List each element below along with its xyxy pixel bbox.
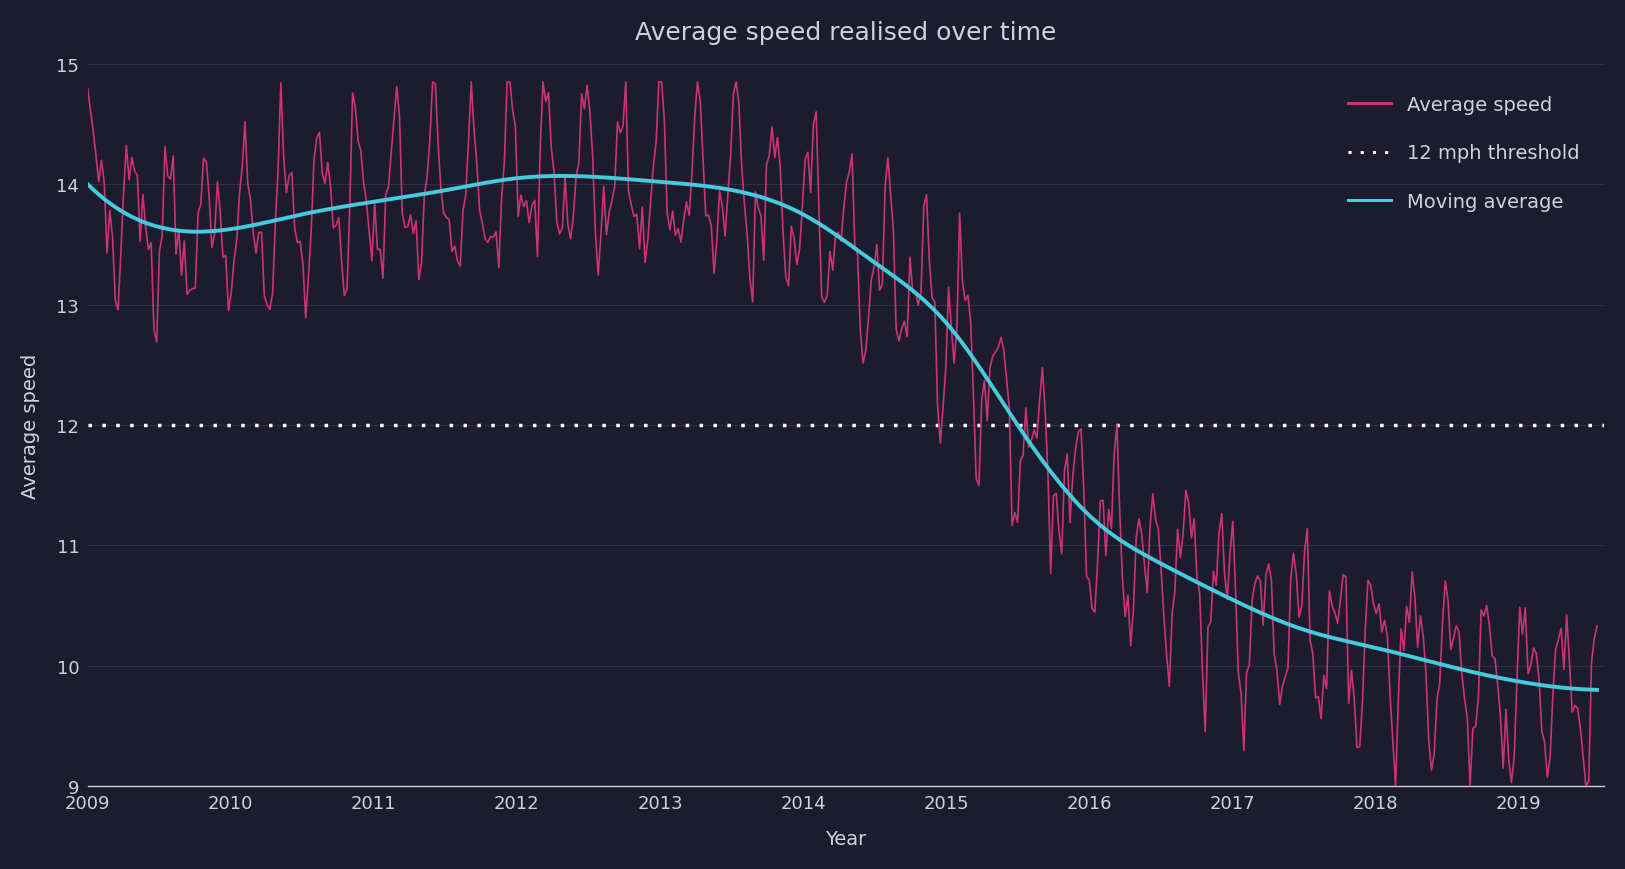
X-axis label: Year: Year <box>826 829 866 848</box>
Moving average <box>552 171 572 182</box>
Moving average <box>302 208 322 218</box>
Moving average <box>1588 685 1607 695</box>
Average speed <box>177 289 197 300</box>
Average speed <box>78 84 98 95</box>
Average speed <box>1193 667 1212 677</box>
Average speed <box>1386 781 1406 792</box>
Average speed <box>422 77 442 88</box>
Average speed <box>1588 621 1607 632</box>
Moving average <box>177 227 197 237</box>
Moving average <box>78 180 98 190</box>
Legend: Average speed, 12 mph threshold, Moving average: Average speed, 12 mph threshold, Moving … <box>1349 96 1580 211</box>
Title: Average speed realised over time: Average speed realised over time <box>635 21 1056 45</box>
Moving average <box>497 175 517 185</box>
Average speed <box>1513 629 1532 640</box>
Line: Moving average: Moving average <box>88 176 1597 690</box>
Line: Average speed: Average speed <box>88 83 1597 786</box>
Average speed <box>302 226 322 236</box>
Moving average <box>174 227 193 237</box>
Average speed <box>174 236 193 247</box>
Moving average <box>1510 677 1529 687</box>
Moving average <box>1193 580 1212 590</box>
Average speed <box>500 77 520 88</box>
Y-axis label: Average speed: Average speed <box>21 353 41 498</box>
